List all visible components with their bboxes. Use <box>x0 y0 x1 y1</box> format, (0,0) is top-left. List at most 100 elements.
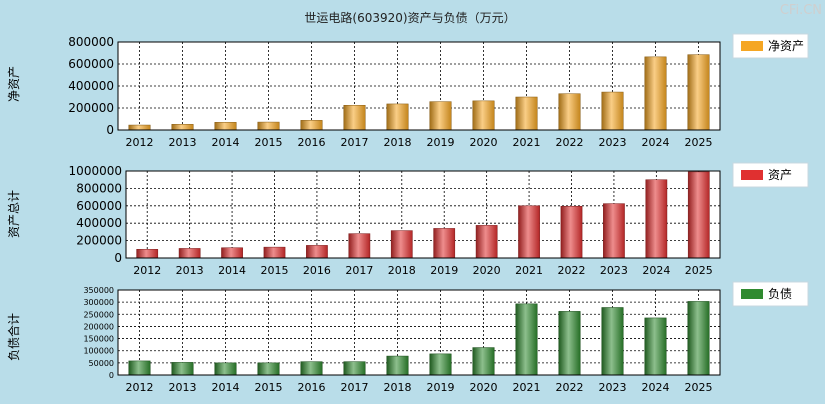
x-tick-label: 2018 <box>384 136 412 149</box>
bar-2012 <box>136 249 159 259</box>
y-tick-label: 800000 <box>68 35 114 49</box>
x-tick-label: 2016 <box>298 136 326 149</box>
bar-2019 <box>433 228 456 259</box>
bar-2012 <box>128 124 151 131</box>
y-tick-label: 0 <box>106 123 114 137</box>
x-tick-label: 2020 <box>470 381 498 394</box>
x-tick-label: 2015 <box>261 264 289 277</box>
chart-title: 世运电路(603920)资产与负债（万元） <box>304 10 515 25</box>
y-tick-label: 250000 <box>83 310 114 319</box>
y-tick-label: 1000000 <box>69 164 122 178</box>
x-tick-label: 2024 <box>642 264 670 277</box>
bar-2019 <box>429 101 452 131</box>
x-tick-label: 2023 <box>599 381 627 394</box>
y-tick-label: 300000 <box>83 298 114 307</box>
x-tick-label: 2025 <box>685 264 713 277</box>
bar-2021 <box>515 96 538 131</box>
x-tick-label: 2013 <box>169 136 197 149</box>
x-tick-label: 2012 <box>133 264 161 277</box>
bar-2018 <box>386 355 409 376</box>
x-tick-label: 2019 <box>427 136 455 149</box>
legend-swatch <box>741 170 763 180</box>
bar-2015 <box>257 121 280 131</box>
bar-2025 <box>687 54 710 131</box>
y-tick-label: 400000 <box>68 79 114 93</box>
y-tick-label: 50000 <box>89 359 114 368</box>
bar-2023 <box>603 203 625 259</box>
x-tick-label: 2016 <box>298 381 326 394</box>
bar-2022 <box>558 311 581 376</box>
x-tick-label: 2021 <box>513 136 541 149</box>
bar-2023 <box>601 307 624 376</box>
x-tick-label: 2012 <box>126 381 154 394</box>
x-tick-label: 2018 <box>384 381 412 394</box>
bar-2025 <box>687 301 710 376</box>
bar-2013 <box>171 362 194 376</box>
x-tick-label: 2013 <box>169 381 197 394</box>
x-tick-label: 2013 <box>176 264 204 277</box>
x-tick-label: 2014 <box>218 264 246 277</box>
bar-2023 <box>601 91 624 131</box>
bar-2014 <box>214 362 237 376</box>
x-tick-label: 2022 <box>556 136 584 149</box>
y-tick-label: 0 <box>114 251 122 265</box>
plot-border <box>125 170 721 259</box>
x-tick-label: 2018 <box>388 264 416 277</box>
x-tick-label: 2023 <box>600 264 628 277</box>
bar-2013 <box>171 124 194 131</box>
bar-2017 <box>348 233 371 259</box>
bar-2019 <box>429 353 452 376</box>
x-tick-label: 2020 <box>473 264 501 277</box>
bar-2016 <box>306 245 328 259</box>
chart-panel-2: 0 200000 400000 600000 800000 1000000 2012 2013… <box>7 162 809 277</box>
y-tick-label: 100000 <box>83 347 114 356</box>
bar-2020 <box>475 225 498 259</box>
bar-2022 <box>560 205 583 259</box>
chart-panels: 0 200000 400000 600000 800000 2012 2013 2014 201… <box>6 33 809 394</box>
plot-border <box>117 289 721 376</box>
plot-area <box>118 290 720 375</box>
x-tick-label: 2012 <box>126 136 154 149</box>
x-tick-label: 2019 <box>427 381 455 394</box>
bar-2025 <box>687 171 710 259</box>
bar-2018 <box>386 103 409 131</box>
plot-border <box>117 41 721 131</box>
y-axis-label: 负债合计 <box>6 313 21 361</box>
x-tick-label: 2022 <box>558 264 586 277</box>
x-tick-label: 2017 <box>341 381 369 394</box>
y-tick-label: 0 <box>109 371 114 380</box>
x-tick-label: 2023 <box>599 136 627 149</box>
bar-2015 <box>263 246 286 259</box>
x-tick-label: 2014 <box>212 381 240 394</box>
chart-panel-3: 0 50000 100000 150000 200000 250000 300000 3500… <box>6 281 809 394</box>
bar-2017 <box>343 361 366 376</box>
bar-2024 <box>644 317 667 376</box>
plot-area <box>126 171 720 258</box>
bar-2018 <box>390 230 413 259</box>
bar-2015 <box>257 362 280 376</box>
x-tick-label: 2014 <box>212 136 240 149</box>
y-tick-label: 200000 <box>76 234 122 248</box>
y-tick-label: 200000 <box>68 101 114 115</box>
bar-2021 <box>518 205 540 259</box>
bar-2020 <box>472 100 495 131</box>
bar-2014 <box>221 247 243 259</box>
legend-label: 负债 <box>768 287 792 301</box>
x-tick-label: 2017 <box>345 264 373 277</box>
bar-2024 <box>644 56 667 131</box>
x-tick-label: 2015 <box>255 136 283 149</box>
x-tick-label: 2017 <box>341 136 369 149</box>
x-tick-label: 2025 <box>685 136 713 149</box>
legend-swatch <box>741 289 763 299</box>
legend-label: 资产 <box>768 168 792 182</box>
bar-2017 <box>343 105 366 131</box>
bar-2014 <box>214 122 237 131</box>
x-tick-label: 2024 <box>642 381 670 394</box>
bar-2022 <box>558 93 581 131</box>
legend-box <box>732 33 809 59</box>
bar-2021 <box>515 303 538 376</box>
x-tick-label: 2024 <box>642 136 670 149</box>
legend-label: 净资产 <box>768 39 804 53</box>
